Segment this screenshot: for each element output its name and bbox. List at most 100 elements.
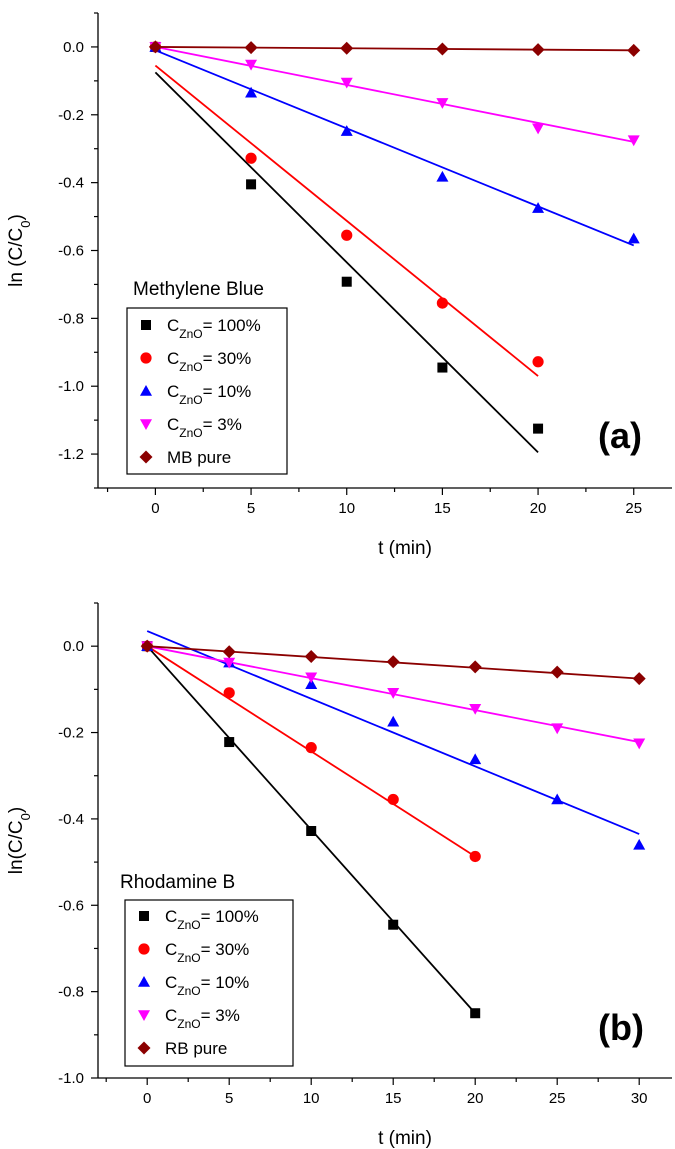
data-point-series-2 (532, 202, 545, 213)
data-point-series-3 (532, 123, 545, 135)
y-tick-label: 0.0 (63, 638, 84, 655)
data-point-series-4 (140, 639, 154, 653)
legend-marker-1 (140, 352, 152, 364)
legend-label-subscript: ZnO (177, 984, 200, 998)
x-tick-label: 25 (549, 1090, 566, 1107)
data-point-series-0 (246, 179, 257, 190)
data-point-series-3 (305, 672, 318, 684)
legend-label-main: RB pure (165, 1039, 227, 1058)
legend-label-3: CZnO= 3% (165, 1006, 240, 1031)
chart-panel-b: 0 5 10 15 20 25 30 0.0 -0.2 -0.4 -0.6 -0.8 -1.0 t (mi… (6, 602, 672, 1149)
legend-label-main: C (167, 349, 179, 368)
y-tick-label: -1.2 (58, 446, 84, 463)
data-point-series-2 (387, 715, 400, 727)
y-tick-label: -0.2 (58, 725, 84, 742)
x-tick-label: 10 (303, 1090, 320, 1107)
data-point-series-2 (436, 170, 449, 182)
legend-label-main: C (167, 382, 179, 401)
fit-line-series-0 (154, 71, 539, 454)
fit-line-series-1 (154, 64, 539, 377)
y-tick-label: -0.8 (58, 310, 84, 327)
y-tick-label: -0.6 (58, 243, 84, 260)
data-point-series-3 (633, 738, 646, 750)
data-point-series-4 (148, 40, 162, 54)
data-point-series-4 (222, 645, 236, 659)
data-point-series-2 (627, 232, 640, 244)
legend-label-rest: = 100% (203, 316, 261, 335)
data-point-series-0 (306, 826, 317, 836)
data-point-series-3 (245, 59, 258, 71)
legend-label-main: C (165, 940, 177, 959)
legend-label-rest: = 30% (201, 940, 250, 959)
y-tick-label: -1.0 (58, 378, 84, 395)
x-tick-label: 15 (434, 500, 451, 517)
x-tick-label: 5 (225, 1090, 233, 1107)
data-point-series-0 (341, 276, 352, 287)
legend-label-rest: = 3% (201, 1006, 240, 1025)
legend-label-rest: = 10% (203, 382, 252, 401)
data-point-series-2 (245, 86, 258, 98)
data-point-series-3 (627, 135, 640, 147)
legend-box (126, 307, 288, 475)
y-axis-title-subscript: 0 (18, 220, 33, 227)
panel-label: (a) (598, 415, 642, 456)
data-point-series-1 (436, 297, 448, 309)
legend-label-main: C (165, 1006, 177, 1025)
data-point-series-4 (550, 665, 564, 679)
legend-box (124, 899, 294, 1067)
x-axis-title: t (min) (378, 1128, 432, 1149)
legend-marker-4 (137, 1041, 151, 1055)
y-tick-label: 0.0 (63, 39, 84, 56)
legend-label-1: CZnO= 30% (165, 940, 249, 965)
panel-label: (b) (598, 1007, 644, 1048)
legend-marker-0 (141, 320, 151, 330)
legend-marker-2 (140, 385, 152, 396)
legend-label-subscript: ZnO (179, 426, 202, 440)
legend-label-2: CZnO= 10% (165, 973, 249, 998)
data-point-series-4 (340, 41, 354, 55)
data-point-series-3 (436, 98, 449, 109)
data-point-series-3 (551, 723, 564, 735)
fit-line-series-2 (155, 49, 635, 247)
legend-label-4: MB pure (167, 448, 231, 467)
data-point-series-1 (341, 229, 353, 241)
data-point-series-4 (468, 660, 482, 674)
data-point-series-3 (223, 657, 236, 669)
legend-label-subscript: ZnO (177, 951, 200, 965)
data-point-series-1 (387, 793, 399, 806)
data-point-series-0 (224, 737, 235, 748)
data-point-series-4 (627, 43, 641, 57)
legend-marker-2 (138, 976, 150, 987)
y-axis-title-subscript: 0 (18, 813, 33, 820)
legend-label-0: CZnO= 100% (165, 907, 259, 932)
legend-marker-3 (138, 1010, 150, 1021)
x-tick-label: 30 (631, 1090, 648, 1107)
y-tick-label: -0.6 (58, 897, 84, 914)
data-point-series-0 (470, 1008, 481, 1019)
legend-label-rest: = 30% (203, 349, 252, 368)
data-point-series-4 (435, 42, 449, 56)
y-axis-title-part: ) (6, 214, 27, 220)
legend-label-rest: = 100% (201, 907, 259, 926)
data-point-series-0 (437, 362, 448, 373)
legend-label-subscript: ZnO (177, 1017, 200, 1031)
x-tick-label: 15 (385, 1090, 402, 1107)
chart-panel-a: 0 5 10 15 20 25 0.0 -0.2 -0.4 -0.6 -0.8 -1.0 -1.2 t (… (6, 12, 672, 559)
data-point-series-3 (387, 688, 400, 699)
legend-marker-4 (139, 450, 153, 464)
legend-title: Rhodamine B (120, 872, 235, 893)
legend-label-subscript: ZnO (179, 393, 202, 407)
data-point-series-4 (386, 655, 400, 669)
x-tick-label: 10 (338, 500, 355, 517)
data-point-series-2 (633, 838, 646, 850)
y-tick-label: -0.8 (58, 984, 84, 1001)
y-axis-title: ln (C/C0) (6, 214, 33, 287)
data-point-series-1 (532, 356, 544, 368)
legend-label-main: MB pure (167, 448, 231, 467)
data-point-series-4 (304, 650, 318, 664)
y-axis-title-part: ln (C/C (6, 228, 27, 287)
legend-label-subscript: ZnO (179, 360, 202, 374)
legend-title: Methylene Blue (133, 279, 264, 300)
data-point-series-4 (531, 43, 545, 57)
